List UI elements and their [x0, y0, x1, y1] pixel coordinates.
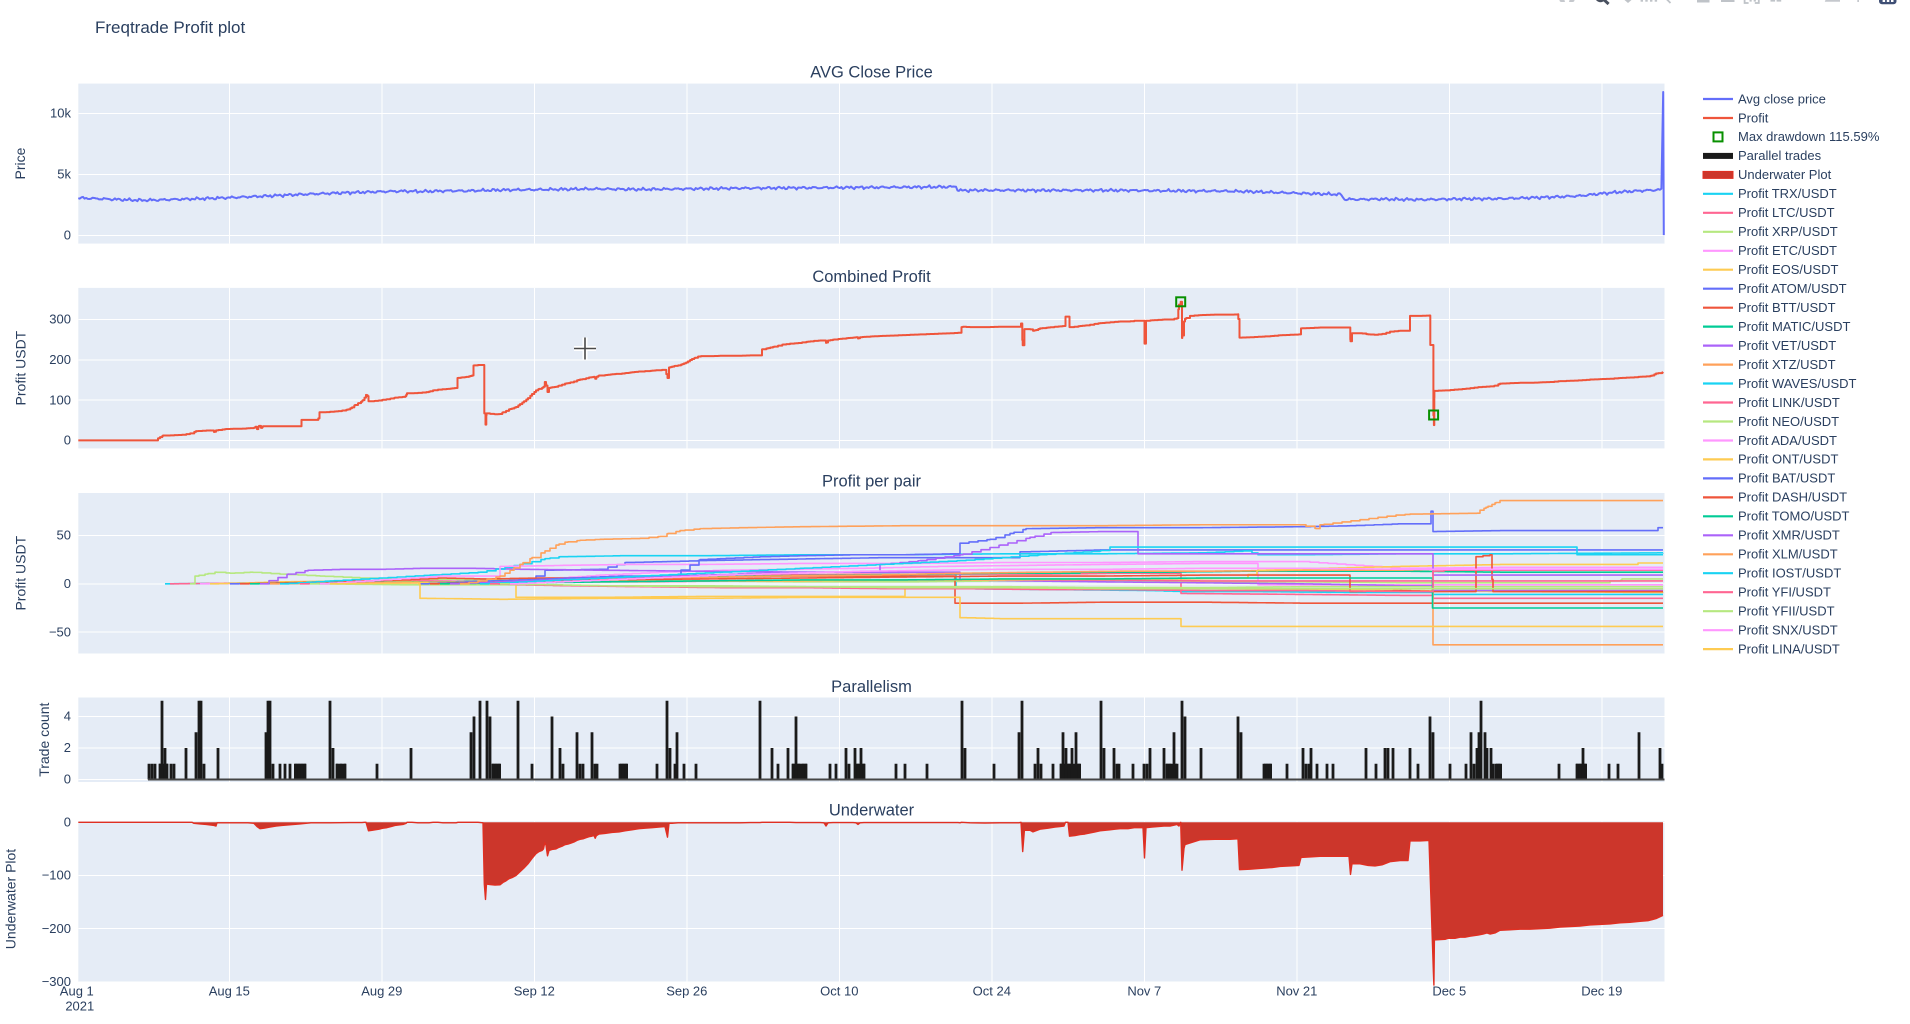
svg-text:Freqtrade Profit plot: Freqtrade Profit plot	[95, 18, 246, 37]
svg-text:Profit XRP/USDT: Profit XRP/USDT	[1738, 224, 1838, 239]
svg-text:Parallel trades: Parallel trades	[1738, 148, 1822, 163]
svg-text:Oct 10: Oct 10	[820, 984, 858, 999]
svg-text:Profit USDT: Profit USDT	[13, 330, 29, 405]
svg-text:Profit TRX/USDT: Profit TRX/USDT	[1738, 186, 1837, 201]
svg-text:Parallelism: Parallelism	[831, 678, 912, 696]
svg-text:Underwater Plot: Underwater Plot	[3, 849, 19, 949]
svg-text:200: 200	[49, 352, 71, 367]
svg-text:Max drawdown 115.59%: Max drawdown 115.59%	[1738, 129, 1880, 144]
svg-text:Profit LINA/USDT: Profit LINA/USDT	[1738, 641, 1840, 656]
svg-text:Profit VET/USDT: Profit VET/USDT	[1738, 338, 1836, 353]
svg-text:Profit DASH/USDT: Profit DASH/USDT	[1738, 490, 1847, 505]
svg-text:50: 50	[57, 528, 71, 543]
svg-text:Profit LINK/USDT: Profit LINK/USDT	[1738, 395, 1840, 410]
svg-text:−50: −50	[49, 624, 71, 639]
svg-text:Underwater Plot: Underwater Plot	[1738, 167, 1832, 182]
svg-text:−300: −300	[42, 974, 71, 989]
svg-text:Profit ONT/USDT: Profit ONT/USDT	[1738, 452, 1838, 467]
svg-text:Dec 19: Dec 19	[1581, 984, 1622, 999]
svg-text:0: 0	[64, 815, 71, 830]
svg-text:Underwater: Underwater	[829, 802, 915, 820]
svg-text:Profit USDT: Profit USDT	[13, 535, 29, 610]
svg-text:5k: 5k	[57, 167, 71, 182]
svg-text:Sep 26: Sep 26	[666, 984, 707, 999]
svg-text:0: 0	[64, 772, 71, 787]
svg-text:Profit EOS/USDT: Profit EOS/USDT	[1738, 262, 1838, 277]
svg-text:Profit BAT/USDT: Profit BAT/USDT	[1738, 471, 1835, 486]
svg-text:Aug 29: Aug 29	[361, 984, 402, 999]
svg-text:Profit YFII/USDT: Profit YFII/USDT	[1738, 604, 1835, 619]
svg-text:Price: Price	[12, 147, 28, 179]
svg-text:Profit NEO/USDT: Profit NEO/USDT	[1738, 414, 1839, 429]
svg-text:Aug 1: Aug 1	[60, 984, 94, 999]
svg-text:Profit WAVES/USDT: Profit WAVES/USDT	[1738, 376, 1857, 391]
svg-text:0: 0	[64, 433, 71, 448]
svg-text:Profit ETC/USDT: Profit ETC/USDT	[1738, 243, 1837, 258]
svg-text:Aug 15: Aug 15	[209, 984, 250, 999]
svg-text:Profit LTC/USDT: Profit LTC/USDT	[1738, 205, 1835, 220]
svg-text:300: 300	[49, 312, 71, 327]
svg-text:Sep 12: Sep 12	[514, 984, 555, 999]
svg-text:Profit per pair: Profit per pair	[822, 473, 922, 491]
svg-text:Profit TOMO/USDT: Profit TOMO/USDT	[1738, 509, 1850, 524]
svg-text:100: 100	[49, 392, 71, 407]
svg-text:Nov 21: Nov 21	[1276, 984, 1317, 999]
svg-text:Dec 5: Dec 5	[1432, 984, 1466, 999]
svg-text:Profit XTZ/USDT: Profit XTZ/USDT	[1738, 357, 1836, 372]
svg-text:Nov 7: Nov 7	[1127, 984, 1161, 999]
svg-text:Trade count: Trade count	[36, 703, 52, 777]
svg-text:Avg close price: Avg close price	[1738, 91, 1826, 106]
svg-text:Profit YFI/USDT: Profit YFI/USDT	[1738, 585, 1831, 600]
svg-text:−200: −200	[42, 921, 71, 936]
svg-text:Profit: Profit	[1738, 110, 1769, 125]
svg-text:Profit BTT/USDT: Profit BTT/USDT	[1738, 300, 1836, 315]
svg-text:Combined Profit: Combined Profit	[812, 268, 931, 286]
svg-text:AVG Close Price: AVG Close Price	[810, 63, 933, 81]
svg-text:Profit SNX/USDT: Profit SNX/USDT	[1738, 623, 1838, 638]
svg-text:Profit MATIC/USDT: Profit MATIC/USDT	[1738, 319, 1850, 334]
svg-text:−100: −100	[42, 868, 71, 883]
svg-text:2: 2	[64, 740, 71, 755]
svg-text:Profit IOST/USDT: Profit IOST/USDT	[1738, 566, 1841, 581]
svg-text:Oct 24: Oct 24	[973, 984, 1011, 999]
svg-text:0: 0	[64, 228, 71, 243]
svg-text:Profit XMR/USDT: Profit XMR/USDT	[1738, 528, 1840, 543]
svg-text:Profit ADA/USDT: Profit ADA/USDT	[1738, 433, 1837, 448]
svg-text:2021: 2021	[65, 999, 94, 1014]
svg-text:10k: 10k	[50, 106, 71, 121]
svg-text:Profit ATOM/USDT: Profit ATOM/USDT	[1738, 281, 1847, 296]
svg-text:Profit XLM/USDT: Profit XLM/USDT	[1738, 547, 1838, 562]
svg-text:4: 4	[64, 709, 71, 724]
svg-text:0: 0	[64, 576, 71, 591]
